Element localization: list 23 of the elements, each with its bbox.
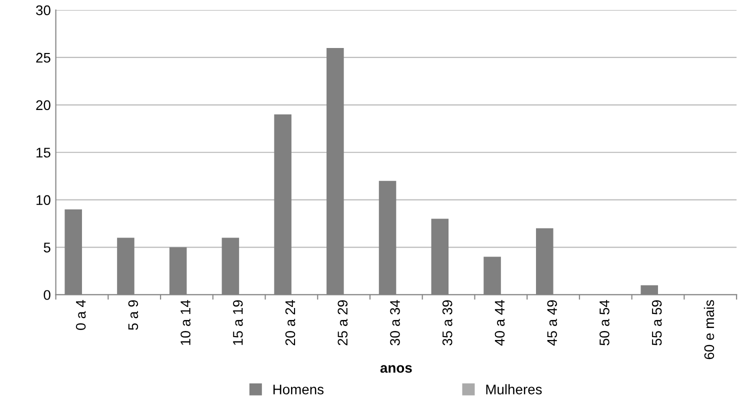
x-tick-label: 60 e mais — [704, 300, 714, 360]
y-tick-label: 25 — [36, 52, 50, 63]
x-tick-label: 50 a 54 — [600, 300, 610, 346]
legend-label: Mulheres — [486, 384, 542, 394]
y-tick-label: 0 — [44, 290, 50, 300]
y-tick-label: 15 — [36, 148, 50, 158]
x-tick-label: 55 a 59 — [652, 300, 662, 346]
x-tick-label: 15 a 19 — [232, 300, 243, 345]
x-tick-label: 35 a 39 — [442, 300, 452, 346]
y-tick-label: 10 — [36, 195, 50, 205]
y-tick-label: 5 — [44, 242, 50, 252]
x-axis-title: anos — [380, 365, 412, 373]
x-tick-label: 20 a 24 — [285, 300, 296, 346]
x-tick-label: 25 a 29 — [338, 300, 348, 346]
x-tick-label: 40 a 44 — [494, 300, 505, 346]
x-tick-label: 5 a 9 — [128, 300, 138, 330]
x-tick-label: 10 a 14 — [180, 300, 190, 345]
y-tick-label: 30 — [36, 5, 50, 16]
x-tick-label: 0 a 4 — [76, 300, 86, 330]
y-tick-label: 20 — [36, 100, 50, 110]
x-tick-label: 30 a 34 — [390, 300, 400, 346]
legend-label: Homens — [273, 384, 324, 394]
x-tick-label: 45 a 49 — [547, 300, 558, 346]
